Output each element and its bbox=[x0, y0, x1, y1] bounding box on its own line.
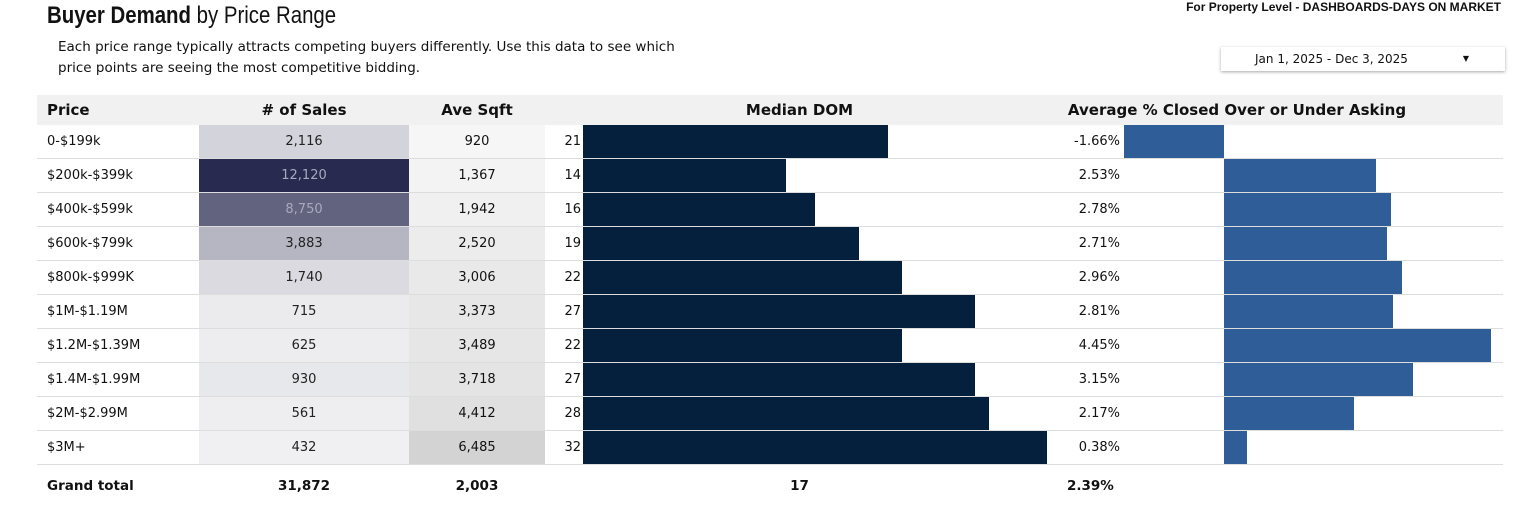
dom-value: 27 bbox=[564, 304, 581, 319]
dom-bar bbox=[583, 159, 786, 192]
price-range: $2M-$2.99M bbox=[47, 406, 128, 421]
price-range: $1.2M-$1.39M bbox=[47, 338, 141, 353]
table-header: Price # of Sales Ave Sqft Median DOM Ave… bbox=[37, 95, 1503, 125]
page-title: Buyer Demand by Price Range bbox=[47, 2, 337, 29]
dom-value: 19 bbox=[564, 236, 581, 251]
table-row: $600k-$799k 3,883 2,520 19 2.71% bbox=[37, 227, 1503, 261]
total-label: Grand total bbox=[47, 478, 134, 494]
dom-value: 16 bbox=[564, 202, 581, 217]
sqft-cell: 3,373 bbox=[409, 295, 545, 328]
sales-cell: 8,750 bbox=[199, 193, 409, 226]
dom-value: 22 bbox=[564, 270, 581, 285]
sales-cell: 561 bbox=[199, 397, 409, 430]
pct-bar bbox=[1224, 397, 1355, 430]
sales-cell: 12,120 bbox=[199, 159, 409, 192]
dom-value: 14 bbox=[564, 168, 581, 183]
sales-cell: 1,740 bbox=[199, 261, 409, 294]
dom-value: 21 bbox=[564, 134, 581, 149]
total-sales: 31,872 bbox=[277, 478, 331, 494]
pct-value: -1.66% bbox=[1074, 134, 1120, 149]
dom-bar bbox=[583, 363, 975, 396]
sqft-cell: 1,367 bbox=[409, 159, 545, 192]
dom-value: 27 bbox=[564, 372, 581, 387]
sqft-cell: 3,489 bbox=[409, 329, 545, 362]
pct-value: 0.38% bbox=[1078, 440, 1120, 455]
sqft-cell: 1,942 bbox=[409, 193, 545, 226]
pct-value: 2.17% bbox=[1078, 406, 1120, 421]
col-sales[interactable]: # of Sales bbox=[261, 101, 347, 119]
pct-value: 4.45% bbox=[1078, 338, 1120, 353]
price-range: 0-$199k bbox=[47, 134, 101, 149]
pct-value: 2.96% bbox=[1078, 270, 1120, 285]
date-range-value: Jan 1, 2025 - Dec 3, 2025 bbox=[1255, 52, 1408, 66]
table-row: $1M-$1.19M 715 3,373 27 2.81% bbox=[37, 295, 1503, 329]
table-row: $1.2M-$1.39M 625 3,489 22 4.45% bbox=[37, 329, 1503, 363]
dom-bar bbox=[583, 329, 902, 362]
price-range: $1M-$1.19M bbox=[47, 304, 128, 319]
sqft-cell: 920 bbox=[409, 125, 545, 158]
sqft-cell: 3,718 bbox=[409, 363, 545, 396]
dom-value: 22 bbox=[564, 338, 581, 353]
dom-bar bbox=[583, 193, 815, 226]
table-row: $3M+ 432 6,485 32 0.38% bbox=[37, 431, 1503, 465]
total-dom: 17 bbox=[790, 478, 809, 494]
pct-value: 2.53% bbox=[1078, 168, 1120, 183]
dom-bar bbox=[583, 397, 989, 430]
pct-bar bbox=[1224, 295, 1393, 328]
table-row: $2M-$2.99M 561 4,412 28 2.17% bbox=[37, 397, 1503, 431]
pct-bar bbox=[1224, 363, 1413, 396]
table-row: $800k-$999K 1,740 3,006 22 2.96% bbox=[37, 261, 1503, 295]
pct-value: 2.71% bbox=[1078, 236, 1120, 251]
price-range: $600k-$799k bbox=[47, 236, 133, 251]
sqft-cell: 3,006 bbox=[409, 261, 545, 294]
sqft-cell: 4,412 bbox=[409, 397, 545, 430]
pct-bar bbox=[1224, 159, 1376, 192]
col-price[interactable]: Price bbox=[47, 101, 90, 119]
table-row: $1.4M-$1.99M 930 3,718 27 3.15% bbox=[37, 363, 1503, 397]
dom-bar bbox=[583, 125, 888, 158]
dom-value: 32 bbox=[564, 440, 581, 455]
dom-bar bbox=[583, 431, 1047, 464]
col-sqft[interactable]: Ave Sqft bbox=[441, 101, 513, 119]
table-row: $400k-$599k 8,750 1,942 16 2.78% bbox=[37, 193, 1503, 227]
description: Each price range typically attracts comp… bbox=[58, 39, 675, 76]
sqft-cell: 6,485 bbox=[409, 431, 545, 464]
pct-bar bbox=[1224, 227, 1387, 260]
sales-cell: 432 bbox=[199, 431, 409, 464]
pct-bar bbox=[1224, 193, 1391, 226]
sales-cell: 930 bbox=[199, 363, 409, 396]
col-pct[interactable]: Average % Closed Over or Under Asking bbox=[1067, 101, 1407, 119]
col-dom[interactable]: Median DOM bbox=[745, 101, 854, 119]
sales-cell: 3,883 bbox=[199, 227, 409, 260]
report-note: For Property Level - DASHBOARDS-DAYS ON … bbox=[1186, 0, 1501, 14]
price-range: $400k-$599k bbox=[47, 202, 133, 217]
pct-value: 2.81% bbox=[1078, 304, 1120, 319]
pct-bar bbox=[1124, 125, 1224, 158]
pct-bar bbox=[1224, 261, 1402, 294]
sales-cell: 2,116 bbox=[199, 125, 409, 158]
dom-value: 28 bbox=[564, 406, 581, 421]
sqft-cell: 2,520 bbox=[409, 227, 545, 260]
pct-value: 2.78% bbox=[1078, 202, 1120, 217]
table-row: 0-$199k 2,116 920 21 -1.66% bbox=[37, 125, 1503, 159]
price-range: $1.4M-$1.99M bbox=[47, 372, 141, 387]
dom-bar bbox=[583, 261, 902, 294]
sales-cell: 715 bbox=[199, 295, 409, 328]
table-row: $200k-$399k 12,120 1,367 14 2.53% bbox=[37, 159, 1503, 193]
dom-bar bbox=[583, 227, 859, 260]
pct-value: 3.15% bbox=[1078, 372, 1120, 387]
price-range: $200k-$399k bbox=[47, 168, 133, 183]
price-range: $800k-$999K bbox=[47, 270, 134, 285]
total-pct: 2.39% bbox=[1067, 478, 1114, 494]
price-range: $3M+ bbox=[47, 440, 86, 455]
sales-cell: 625 bbox=[199, 329, 409, 362]
date-range-picker[interactable]: Jan 1, 2025 - Dec 3, 2025 ▼ bbox=[1221, 47, 1505, 71]
dom-bar bbox=[583, 295, 975, 328]
pct-bar bbox=[1224, 329, 1491, 362]
total-sqft: 2,003 bbox=[455, 478, 499, 494]
pct-bar bbox=[1224, 431, 1247, 464]
caret-down-icon: ▼ bbox=[1462, 54, 1469, 63]
